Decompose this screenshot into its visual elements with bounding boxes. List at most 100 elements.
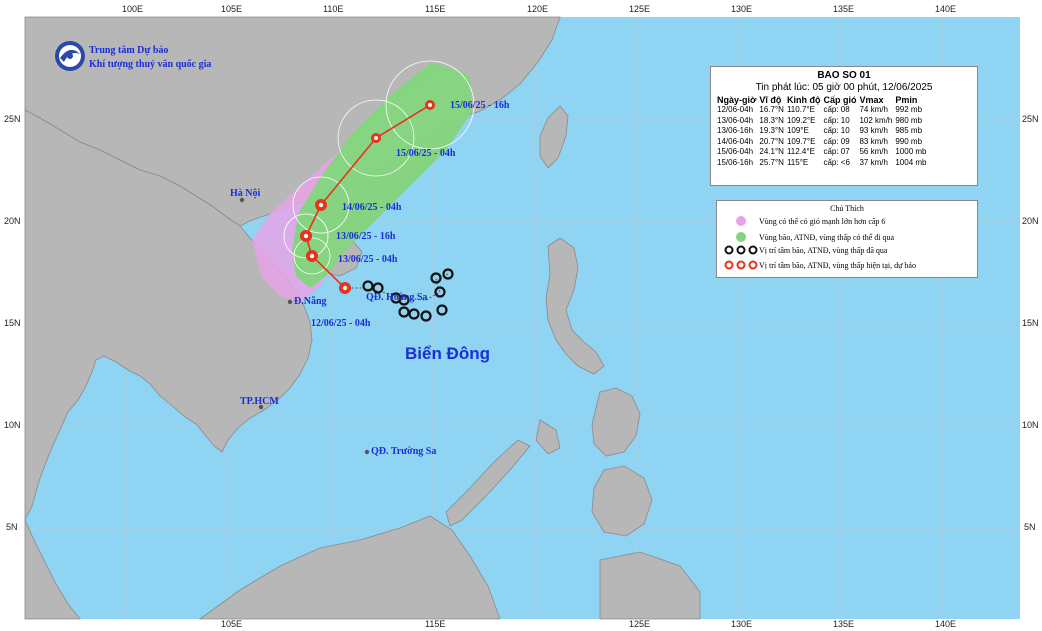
storm-table-cell: 109°E — [786, 126, 809, 135]
track-label: 15/06/25 - 16h — [450, 100, 510, 111]
storm-table-cell: 18.3°N — [759, 115, 784, 125]
legend-item: Vị trí tâm bão, ATNĐ, vùng thấp đã qua — [759, 246, 888, 255]
place-label-danang: Đ.Nẵng — [294, 296, 327, 307]
storm-title: BAO SO 01 — [817, 70, 871, 81]
left-frame — [0, 0, 25, 631]
right-frame — [1020, 0, 1042, 631]
storm-table-cell: 109.7°E — [786, 136, 816, 146]
land-sulawesi — [599, 551, 701, 620]
storm-table-row: 13/06-04h 18.3°N 109.2°E cấp: 10 102 km/h 980… — [717, 116, 930, 127]
storm-table-cell: 19.3°N — [759, 126, 784, 135]
col-header: Kinh độ — [786, 95, 821, 105]
storm-table-cell: 25.7°N — [759, 157, 784, 167]
storm-table-cell: 12/06-04h — [717, 105, 754, 114]
top-frame — [0, 0, 1042, 17]
tick-lat: 5N — [6, 522, 18, 532]
tick-lon: 110E — [323, 4, 344, 14]
land-malay — [24, 519, 81, 620]
tick-lat-right: 25N — [1022, 114, 1039, 124]
tick-lat-right: 15N — [1022, 318, 1039, 328]
land-mindoro — [535, 419, 561, 455]
storm-table-cell: 992 mb — [895, 105, 923, 114]
tick-lon-bottom: 115E — [425, 619, 446, 629]
place-label-hcm: TP.HCM — [240, 396, 279, 407]
past-positions — [362, 268, 454, 322]
land-palawan — [445, 439, 531, 527]
storm-table-cell: 115°E — [786, 157, 809, 167]
storm-table-row: 15/06-16h 25.7°N 115°E cấp: <6 37 km/h 1004 m… — [717, 158, 930, 169]
track-label: 15/06/25 - 04h — [396, 148, 456, 159]
col-header: Cấp gió — [823, 95, 857, 105]
tick-lon-bottom: 130E — [731, 619, 753, 629]
col-header: Ngày-giờ — [717, 95, 757, 105]
storm-table-cell: 93 km/h — [859, 126, 888, 135]
forecast-circles — [283, 60, 475, 275]
storm-table-row: 13/06-16h 19.3°N 109°E cấp: 10 93 km/h 985 mb — [717, 126, 930, 137]
tick-lon: 130E — [731, 4, 753, 14]
storm-table-cell: 56 km/h — [859, 147, 888, 156]
tick-lat: 10N — [4, 420, 21, 430]
legend-symbols — [724, 216, 758, 270]
track-label: 14/06/25 - 04h — [342, 202, 402, 213]
storm-table-cell: 1004 mb — [895, 157, 927, 167]
storm-table-cell: cấp: 08 — [823, 105, 850, 114]
tick-lon-bottom: 125E — [629, 619, 651, 629]
storm-table-cell: 15/06-16h — [717, 157, 754, 167]
storm-table-cell: 13/06-16h — [717, 126, 754, 135]
storm-table-cell: 990 mb — [895, 136, 923, 146]
storm-table-cell: 83 km/h — [859, 136, 888, 146]
bottom-frame — [0, 619, 1042, 631]
land-visayas — [591, 387, 641, 457]
land-indochina — [24, 109, 313, 521]
track-label: 12/06/25 - 04h — [311, 318, 371, 329]
legend-item: Vùng có thể có gió mạnh lớn hơn cấp 6 — [759, 217, 886, 226]
storm-table-row: 12/06-04h 16.7°N 110.7°E cấp: 08 74 km/h 992 … — [717, 105, 930, 116]
legend-swatch-green — [736, 232, 746, 242]
track-label: 13/06/25 - 16h — [336, 231, 396, 242]
organization-header: Trung tâm Dự báo Khí tượng thuỷ văn quốc… — [55, 44, 211, 72]
storm-table-cell: 16.7°N — [759, 105, 784, 114]
forecast-positions — [300, 100, 435, 294]
land — [24, 16, 701, 620]
forecast-track — [305, 104, 431, 289]
track-label: 13/06/25 - 04h — [338, 254, 398, 265]
place-label-truong-sa: QĐ. Trường Sa — [371, 446, 437, 457]
col-header: Vmax — [859, 95, 884, 105]
issue-time: Tin phát lúc: 05 giờ 00 phút, 12/06/2025 — [755, 82, 933, 93]
storm-table-row: 15/06-04h 24.1°N 112.4°E cấp: 07 56 km/h 1000… — [717, 147, 930, 158]
storm-table-cell: 24.1°N — [759, 147, 784, 156]
storm-table-cell: 102 km/h — [859, 115, 893, 125]
tick-lon: 120E — [527, 4, 549, 14]
tick-lat-right: 5N — [1024, 522, 1036, 532]
land-luzon — [545, 237, 605, 375]
col-header: Vĩ độ — [759, 95, 782, 105]
logo — [55, 41, 85, 71]
tick-lon: 115E — [425, 4, 446, 14]
storm-table-cell: 15/06-04h — [717, 147, 754, 156]
tick-lat-right: 10N — [1022, 420, 1039, 430]
tick-lat: 25N — [4, 114, 21, 124]
sea-label: Biển Đông — [405, 344, 490, 363]
storm-table-cell: cấp: 10 — [823, 115, 850, 125]
tick-lat-right: 20N — [1022, 216, 1039, 226]
storm-table: Ngày-giờ Vĩ độ Kinh độ Cấp gió Vmax Pmin… — [717, 95, 930, 168]
legend-title: Chú Thích — [830, 204, 864, 213]
place-label-hoang-sa: QĐ. Hoàng Sa — [366, 292, 428, 303]
col-header: Pmin — [895, 95, 918, 105]
org-line-1: Trung tâm Dự báo — [89, 45, 169, 56]
storm-table-cell: cấp: <6 — [823, 157, 850, 167]
storm-info-box: BAO SO 01 Tin phát lúc: 05 giờ 00 phút, … — [710, 66, 978, 186]
legend-box: Chú Thích Vùng có thể có gió mạnh lớn hơ… — [716, 200, 978, 278]
legend-item: Vị trí tâm bão, ATNĐ, vùng thấp hiện tại… — [759, 261, 916, 270]
land-mindanao — [591, 465, 653, 537]
legend-item: Vùng bão, ATNĐ, vùng thấp có thể đi qua — [759, 233, 895, 242]
storm-table-cell: 1000 mb — [895, 147, 927, 156]
tick-lon: 125E — [629, 4, 651, 14]
storm-table-cell: cấp: 07 — [823, 147, 850, 156]
place-label-hanoi: Hà Nội — [230, 188, 261, 199]
tick-lon: 105E — [221, 4, 243, 14]
storm-table-cell: 112.4°E — [786, 147, 815, 156]
storm-table-cell: 110.7°E — [786, 105, 815, 114]
land-borneo — [198, 515, 501, 620]
storm-table-row: 14/06-04h 20.7°N 109.7°E cấp: 09 83 km/h 990 … — [717, 137, 930, 148]
